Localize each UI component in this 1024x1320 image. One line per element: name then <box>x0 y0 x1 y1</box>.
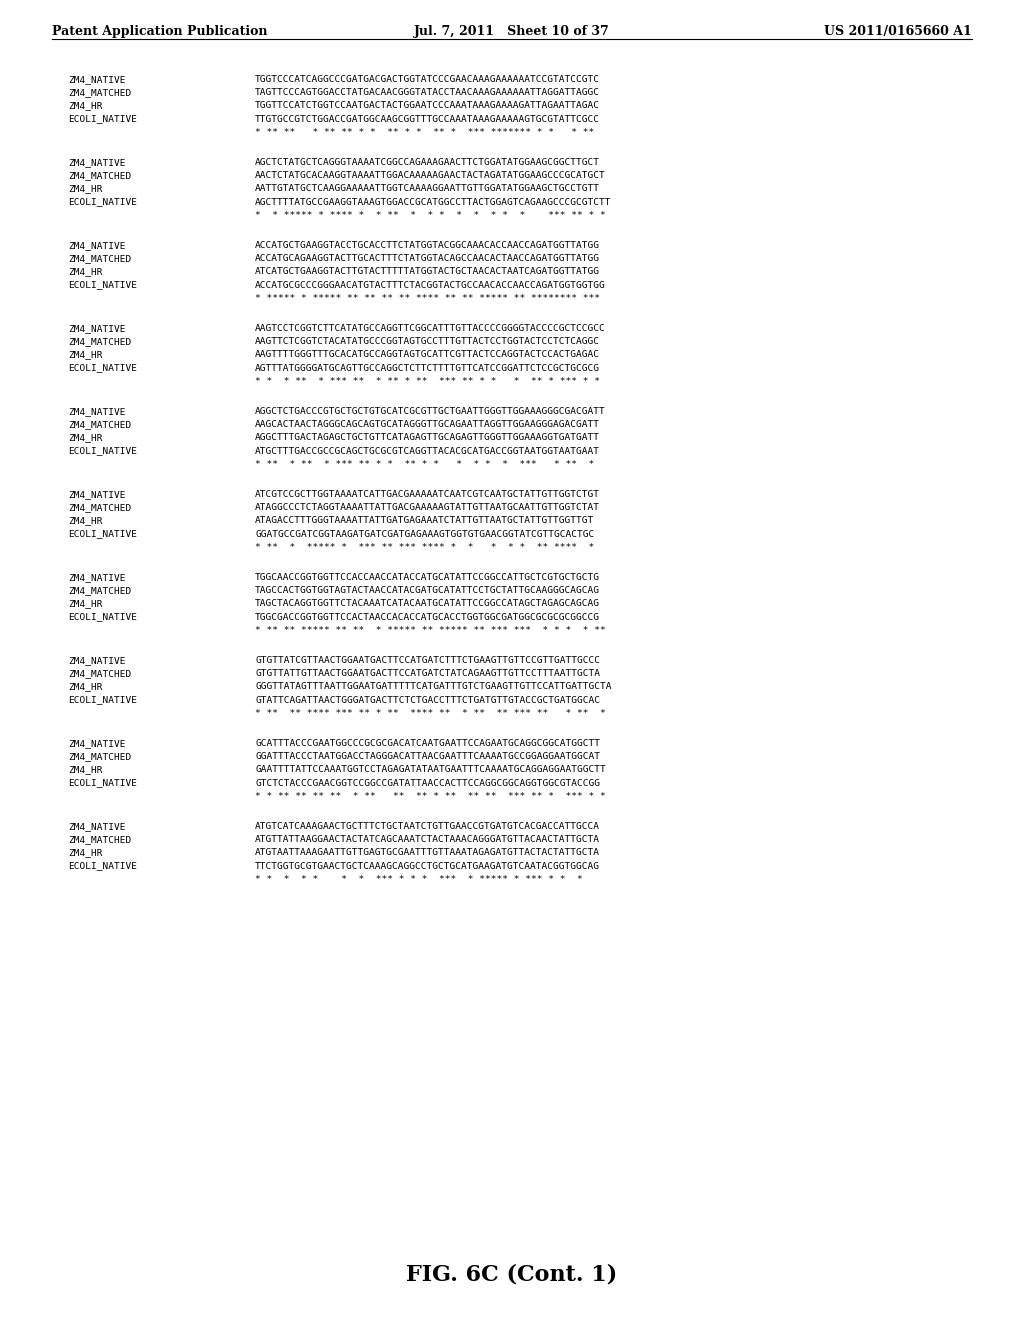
Text: TGGTTCCATCTGGTCCAATGACTACTGGAATCCCAAATAAAGAAAAGATTAGAATTAGAC: TGGTTCCATCTGGTCCAATGACTACTGGAATCCCAAATAA… <box>255 102 600 111</box>
Text: ATCATGCTGAAGGTACTTGTACTTTTTATGGTACTGCTAACACTAATCAGATGGTTATGG: ATCATGCTGAAGGTACTTGTACTTTTTATGGTACTGCTAA… <box>255 268 600 276</box>
Text: ZM4_HR: ZM4_HR <box>68 682 102 692</box>
Text: ECOLI_NATIVE: ECOLI_NATIVE <box>68 446 137 455</box>
Text: ZM4_HR: ZM4_HR <box>68 268 102 276</box>
Text: ZM4_NATIVE: ZM4_NATIVE <box>68 490 126 499</box>
Text: ZM4_MATCHED: ZM4_MATCHED <box>68 88 131 98</box>
Text: AAGTCCTCGGTCTTCATATGCCAGGTTCGGCATTTGTTACCCCGGGGTACCCCGCTCCGCC: AAGTCCTCGGTCTTCATATGCCAGGTTCGGCATTTGTTAC… <box>255 323 606 333</box>
Text: AAGTTCTCGGTCTACATATGCCCGGTAGTGCCTTTGTTACTCCTGGTACTCCTCTCAGGC: AAGTTCTCGGTCTACATATGCCCGGTAGTGCCTTTGTTAC… <box>255 337 600 346</box>
Text: ZM4_MATCHED: ZM4_MATCHED <box>68 337 131 346</box>
Text: ACCATGCGCCCGGGAACATGTACTTTCTACGGTACTGCCAACACCAACCAGATGGTGGTGG: ACCATGCGCCCGGGAACATGTACTTTCTACGGTACTGCCA… <box>255 281 606 289</box>
Text: ZM4_NATIVE: ZM4_NATIVE <box>68 407 126 416</box>
Text: ECOLI_NATIVE: ECOLI_NATIVE <box>68 198 137 207</box>
Text: ZM4_HR: ZM4_HR <box>68 766 102 775</box>
Text: ZM4_NATIVE: ZM4_NATIVE <box>68 573 126 582</box>
Text: * **  * **  * *** ** * *  ** * *   *  * *  *  ***   * **  *: * ** * ** * *** ** * * ** * * * * * * **… <box>255 459 594 469</box>
Text: TAGCTACAGGTGGTTCTACAAATCATACAATGCATATTCCGGCCATAGCTAGAGCAGCAG: TAGCTACAGGTGGTTCTACAAATCATACAATGCATATTCC… <box>255 599 600 609</box>
Text: GAATTTTATTCCAAATGGTCCTAGAGATATAATGAATTTCAAAATGCAGGAGGAATGGCTT: GAATTTTATTCCAAATGGTCCTAGAGATATAATGAATTTC… <box>255 766 606 775</box>
Text: AGGCTCTGACCCGTGCTGCTGTGCATCGCGTTGCTGAATTGGGTTGGAAAGGGCGACGATT: AGGCTCTGACCCGTGCTGCTGTGCATCGCGTTGCTGAATT… <box>255 407 606 416</box>
Text: TAGCCACTGGTGGTAGTACTAACCATACGATGCATATTCCTGCTATTGCAAGGGCAGCAG: TAGCCACTGGTGGTAGTACTAACCATACGATGCATATTCC… <box>255 586 600 595</box>
Text: GTCTCTACCCGAACGGTCCGGCCGATATTAACCACTTCCAGGCGGCAGGTGGCGTACCGG: GTCTCTACCCGAACGGTCCGGCCGATATTAACCACTTCCA… <box>255 779 600 788</box>
Text: ZM4_HR: ZM4_HR <box>68 599 102 609</box>
Text: ZM4_HR: ZM4_HR <box>68 185 102 194</box>
Text: ZM4_MATCHED: ZM4_MATCHED <box>68 420 131 429</box>
Text: TTGTGCCGTCTGGACCGATGGCAAGCGGTTTGCCAAATAAAGAAAAAGTGCGTATTCGCC: TTGTGCCGTCTGGACCGATGGCAAGCGGTTTGCCAAATAA… <box>255 115 600 124</box>
Text: * **  ** **** *** ** * **  **** **  * **  ** *** **   * **  *: * ** ** **** *** ** * ** **** ** * ** **… <box>255 709 606 718</box>
Text: GGATTTACCCTAATGGACCTAGGGACATTAACGAATTTCAAAATGCCGGAGGAATGGCAT: GGATTTACCCTAATGGACCTAGGGACATTAACGAATTTCA… <box>255 752 600 762</box>
Text: ACCATGCTGAAGGTACCTGCACCTTCTATGGTACGGCAAACACCAACCAGATGGTTATGG: ACCATGCTGAAGGTACCTGCACCTTCTATGGTACGGCAAA… <box>255 242 600 249</box>
Text: ZM4_NATIVE: ZM4_NATIVE <box>68 242 126 249</box>
Text: GGATGCCGATCGGTAAGATGATCGATGAGAAAGTGGTGTGAACGGTATCGTTGCACTGC: GGATGCCGATCGGTAAGATGATCGATGAGAAAGTGGTGTG… <box>255 529 594 539</box>
Text: ATAGGCCCTCTAGGTAAAATTATTGACGAAAAAGTATTGTTAATGCAATTGTTGGTCTAT: ATAGGCCCTCTAGGTAAAATTATTGACGAAAAAGTATTGT… <box>255 503 600 512</box>
Text: ECOLI_NATIVE: ECOLI_NATIVE <box>68 363 137 372</box>
Text: AGGCTTTGACTAGAGCTGCTGTTCATAGAGTTGCAGAGTTGGGTTGGAAAGGTGATGATT: AGGCTTTGACTAGAGCTGCTGTTCATAGAGTTGCAGAGTT… <box>255 433 600 442</box>
Text: ZM4_NATIVE: ZM4_NATIVE <box>68 75 126 84</box>
Text: TGGCAACCGGTGGTTCCACCAACCATACCATGCATATTCCGGCCATTGCTCGTGCTGCTG: TGGCAACCGGTGGTTCCACCAACCATACCATGCATATTCC… <box>255 573 600 582</box>
Text: ZM4_MATCHED: ZM4_MATCHED <box>68 503 131 512</box>
Text: Jul. 7, 2011   Sheet 10 of 37: Jul. 7, 2011 Sheet 10 of 37 <box>414 25 610 38</box>
Text: ECOLI_NATIVE: ECOLI_NATIVE <box>68 529 137 539</box>
Text: ZM4_MATCHED: ZM4_MATCHED <box>68 586 131 595</box>
Text: TAGTTCCCAGTGGACCTATGACAACGGGTATACCTAACAAAGAAAAAATTAGGATTAGGC: TAGTTCCCAGTGGACCTATGACAACGGGTATACCTAACAA… <box>255 88 600 98</box>
Text: GGGTTATAGTTTAATTGGAATGATTTTTCATGATTTGTCTGAAGTTGTTCCATTGATTGCTA: GGGTTATAGTTTAATTGGAATGATTTTTCATGATTTGTCT… <box>255 682 611 692</box>
Text: AATTGTATGCTCAAGGAAAAATTGGTCAAAAGGAATTGTTGGATATGGAAGCTGCCTGTT: AATTGTATGCTCAAGGAAAAATTGGTCAAAAGGAATTGTT… <box>255 185 600 194</box>
Text: ZM4_HR: ZM4_HR <box>68 350 102 359</box>
Text: ECOLI_NATIVE: ECOLI_NATIVE <box>68 779 137 788</box>
Text: GTATTCAGATTAACTGGGATGACTTCTCTGACCTTTCTGATGTTGTACCGCTGATGGCAC: GTATTCAGATTAACTGGGATGACTTCTCTGACCTTTCTGA… <box>255 696 600 705</box>
Text: * ** **   * ** ** * *  ** * *  ** *  *** ******* * *   * **: * ** ** * ** ** * * ** * * ** * *** ****… <box>255 128 606 137</box>
Text: * ** ** ***** ** **  * ***** ** ***** ** *** ***  * * *  * **: * ** ** ***** ** ** * ***** ** ***** ** … <box>255 626 606 635</box>
Text: AGCTTTTATGCCGAAGGTAAAGTGGACCGCATGGCCTTACTGGAGTCAGAAGCCCGCGTCTT: AGCTTTTATGCCGAAGGTAAAGTGGACCGCATGGCCTTAC… <box>255 198 611 207</box>
Text: ECOLI_NATIVE: ECOLI_NATIVE <box>68 612 137 622</box>
Text: ZM4_NATIVE: ZM4_NATIVE <box>68 739 126 748</box>
Text: ATGTAATTAAAGAATTGTTGAGTGCGAATTTGTTAAATAGAGATGTTACTACTATTGCTA: ATGTAATTAAAGAATTGTTGAGTGCGAATTTGTTAAATAG… <box>255 849 600 858</box>
Text: TGGTCCCATCAGGCCCGATGACGACTGGTATCCCGAACAAAGAAAAAATCCGTATCCGTC: TGGTCCCATCAGGCCCGATGACGACTGGTATCCCGAACAA… <box>255 75 600 84</box>
Text: * ***** * ***** ** ** ** ** **** ** ** ***** ** ******** ***: * ***** * ***** ** ** ** ** **** ** ** *… <box>255 294 600 302</box>
Text: ATGTTATTAAGGAACTACTATCAGCAAATCTACTAAACAGGGATGTTACAACTATTGCTA: ATGTTATTAAGGAACTACTATCAGCAAATCTACTAAACAG… <box>255 836 600 845</box>
Text: AAGCACTAACTAGGGCAGCAGTGCATAGGGTTGCAGAATTAGGTTGGAAGGGAGACGATT: AAGCACTAACTAGGGCAGCAGTGCATAGGGTTGCAGAATT… <box>255 420 600 429</box>
Text: * *  *  * *    *  *  *** * * *  ***  * ***** * *** * *  *: * * * * * * * *** * * * *** * ***** * **… <box>255 875 589 884</box>
Text: TTCTGGTGCGTGAACTGCTCAAAGCAGGCCTGCTGCATGAAGATGTCAATACGGTGGCAG: TTCTGGTGCGTGAACTGCTCAAAGCAGGCCTGCTGCATGA… <box>255 862 600 871</box>
Text: ZM4_NATIVE: ZM4_NATIVE <box>68 323 126 333</box>
Text: AACTCTATGCACAAGGTAAAATTGGACAAAAAGAACTACTAGATATGGAAGCCCGCATGCT: AACTCTATGCACAAGGTAAAATTGGACAAAAAGAACTACT… <box>255 172 606 181</box>
Text: Patent Application Publication: Patent Application Publication <box>52 25 267 38</box>
Text: ATGCTTTGACCGCCGCAGCTGCGCGTCAGGTTACACGCATGACCGGTAATGGTAATGAAT: ATGCTTTGACCGCCGCAGCTGCGCGTCAGGTTACACGCAT… <box>255 446 600 455</box>
Text: ZM4_MATCHED: ZM4_MATCHED <box>68 172 131 181</box>
Text: ECOLI_NATIVE: ECOLI_NATIVE <box>68 281 137 289</box>
Text: * * ** ** ** **  * **   **  ** * **  ** **  *** ** *  *** * *: * * ** ** ** ** * ** ** ** * ** ** ** **… <box>255 792 606 801</box>
Text: ACCATGCAGAAGGTACTTGCACTTTCTATGGTACAGCCAACACTAACCAGATGGTTATGG: ACCATGCAGAAGGTACTTGCACTTTCTATGGTACAGCCAA… <box>255 255 600 263</box>
Text: FIG. 6C (Cont. 1): FIG. 6C (Cont. 1) <box>407 1263 617 1284</box>
Text: ATCGTCCGCTTGGTAAAATCATTGACGAAAAATCAATCGTCAATGCTATTGTTGGTCTGT: ATCGTCCGCTTGGTAAAATCATTGACGAAAAATCAATCGT… <box>255 490 600 499</box>
Text: ZM4_NATIVE: ZM4_NATIVE <box>68 656 126 665</box>
Text: ZM4_NATIVE: ZM4_NATIVE <box>68 158 126 168</box>
Text: AGCTCTATGCTCAGGGTAAAATCGGCCAGAAAGAACTTCTGGATATGGAAGCGGCTTGCT: AGCTCTATGCTCAGGGTAAAATCGGCCAGAAAGAACTTCT… <box>255 158 600 168</box>
Text: ZM4_HR: ZM4_HR <box>68 433 102 442</box>
Text: * *  * **  * *** **  * ** * **  *** ** * *   *  ** * *** * *: * * * ** * *** ** * ** * ** *** ** * * *… <box>255 376 600 385</box>
Text: ECOLI_NATIVE: ECOLI_NATIVE <box>68 862 137 871</box>
Text: AAGTTTTGGGTTTGCACATGCCAGGTAGTGCATTCGTTACTCCAGGTACTCCACTGAGAC: AAGTTTTGGGTTTGCACATGCCAGGTAGTGCATTCGTTAC… <box>255 350 600 359</box>
Text: GTGTTATCGTTAACTGGAATGACTTCCATGATCTTTCTGAAGTTGTTCCGTTGATTGCCC: GTGTTATCGTTAACTGGAATGACTTCCATGATCTTTCTGA… <box>255 656 600 665</box>
Text: ZM4_MATCHED: ZM4_MATCHED <box>68 752 131 762</box>
Text: GCATTTACCCGAATGGCCCGCGCGACATCAATGAATTCCAGAATGCAGGCGGCATGGCTT: GCATTTACCCGAATGGCCCGCGCGACATCAATGAATTCCA… <box>255 739 600 748</box>
Text: ECOLI_NATIVE: ECOLI_NATIVE <box>68 115 137 124</box>
Text: ZM4_HR: ZM4_HR <box>68 516 102 525</box>
Text: ECOLI_NATIVE: ECOLI_NATIVE <box>68 696 137 705</box>
Text: ZM4_HR: ZM4_HR <box>68 102 102 111</box>
Text: GTGTTATTGTTAACTGGAATGACTTCCATGATCTATCAGAAGTTGTTCCTTTAATTGCTA: GTGTTATTGTTAACTGGAATGACTTCCATGATCTATCAGA… <box>255 669 600 678</box>
Text: *  * ***** * **** *  * **  *  * *  *  *  * *  *    *** ** * *: * * ***** * **** * * ** * * * * * * * * … <box>255 211 606 220</box>
Text: ZM4_MATCHED: ZM4_MATCHED <box>68 836 131 845</box>
Text: ZM4_MATCHED: ZM4_MATCHED <box>68 669 131 678</box>
Text: ZM4_NATIVE: ZM4_NATIVE <box>68 822 126 832</box>
Text: ZM4_MATCHED: ZM4_MATCHED <box>68 255 131 263</box>
Text: TGGCGACCGGTGGTTCCACTAACCACACCATGCACCTGGTGGCGATGGCGCGCGCGGCCG: TGGCGACCGGTGGTTCCACTAACCACACCATGCACCTGGT… <box>255 612 600 622</box>
Text: ATAGACCTTTGGGTAAAATTATTGATGAGAAATCTATTGTTAATGCTATTGTTGGTTGT: ATAGACCTTTGGGTAAAATTATTGATGAGAAATCTATTGT… <box>255 516 594 525</box>
Text: ZM4_HR: ZM4_HR <box>68 849 102 858</box>
Text: US 2011/0165660 A1: US 2011/0165660 A1 <box>824 25 972 38</box>
Text: * **  *  ***** *  *** ** *** **** *  *   *  * *  ** ****  *: * ** * ***** * *** ** *** **** * * * * *… <box>255 543 594 552</box>
Text: ATGTCATCAAAGAACTGCTTTCTGCTAATCTGTTGAACCGTGATGTCACGACCATTGCCA: ATGTCATCAAAGAACTGCTTTCTGCTAATCTGTTGAACCG… <box>255 822 600 832</box>
Text: AGTTTATGGGGATGCAGTTGCCAGGCTCTTCTTTTGTTCATCCGGATTCTCCGCTGCGCG: AGTTTATGGGGATGCAGTTGCCAGGCTCTTCTTTTGTTCA… <box>255 363 600 372</box>
